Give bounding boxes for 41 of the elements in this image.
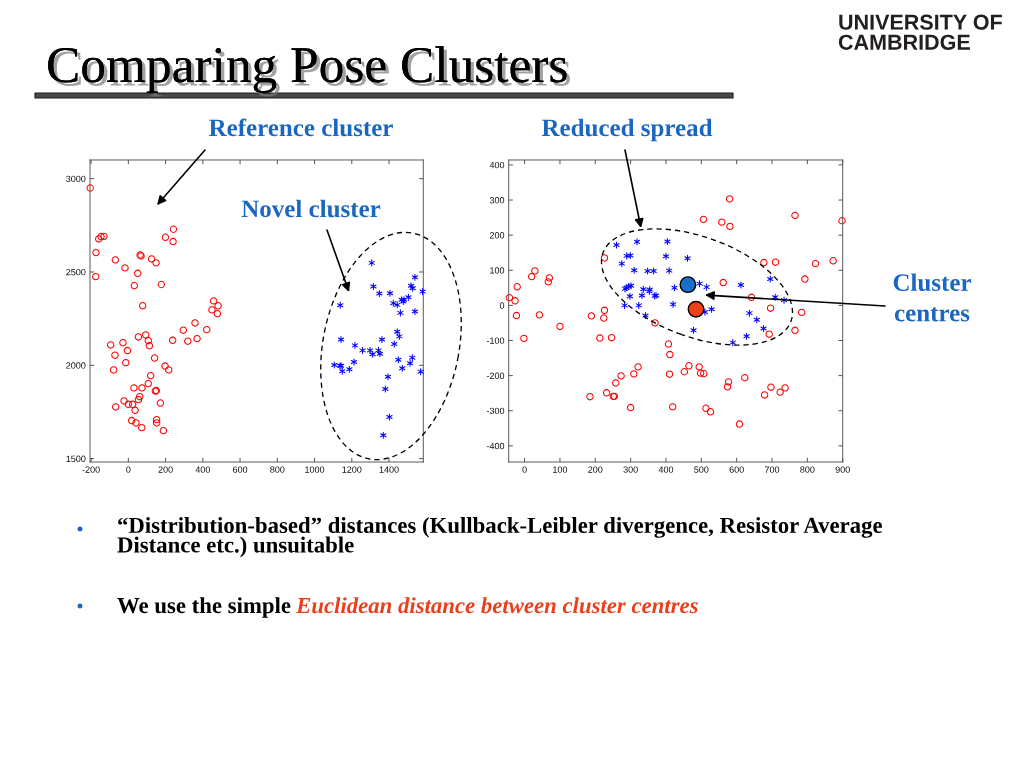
x-tick-label: 1200 (342, 466, 362, 473)
x-tick-label: 100 (553, 466, 568, 473)
y-tick-label: -400 (486, 442, 505, 450)
text: Comparing Pose Clusters (48, 46, 571, 97)
text: UNIVERSITY OF CAMBRIDGE (838, 14, 1002, 50)
y-tick-label: 100 (490, 267, 505, 274)
x-tick-label: 200 (158, 466, 173, 473)
y-tick-label: -200 (486, 372, 505, 379)
text: Reference cluster (208, 118, 393, 137)
y-tick-label: 300 (489, 197, 505, 204)
x-tick-label: 1000 (305, 466, 325, 473)
y-tick-label: 400 (489, 161, 505, 169)
x-tick-label: 500 (694, 466, 709, 473)
y-tick-label: 3000 (66, 175, 86, 183)
x-tick-label: 900 (835, 466, 850, 473)
x-tick-label: 0 (126, 466, 131, 473)
x-tick-label: 1400 (379, 466, 399, 473)
y-tick-label: 0 (499, 302, 505, 309)
y-tick-label: 2500 (66, 268, 86, 276)
y-tick-label: 1500 (66, 455, 86, 462)
text: Euclidean distance between cluster centres (295, 597, 698, 614)
text: Reduced spread (541, 118, 713, 142)
x-tick-label: 300 (623, 466, 638, 473)
x-tick-label: 800 (800, 466, 815, 473)
y-tick-label: -300 (486, 407, 505, 415)
x-tick-label: 0 (522, 466, 527, 473)
text: We use the simple (117, 597, 291, 618)
y-tick-label: 2000 (66, 362, 86, 369)
x-tick-label: 700 (764, 466, 780, 473)
y-tick-label: -100 (486, 337, 505, 344)
x-tick-label: 600 (233, 466, 248, 473)
annotation: Novel cluster (241, 199, 381, 218)
x-tick-label: 600 (729, 466, 744, 473)
x-tick-label: -200 (82, 466, 100, 473)
x-tick-label: 400 (195, 466, 211, 473)
text: “Distribution-based” distances (Kullback-Leibler divergence, Resistor Average Distance etc.) unsuitable (117, 517, 882, 558)
x-tick-label: 400 (658, 466, 674, 473)
x-tick-label: 800 (270, 466, 285, 473)
text: Cluster centres (893, 273, 972, 322)
y-tick-label: 200 (489, 232, 505, 239)
x-tick-label: 200 (588, 466, 603, 473)
